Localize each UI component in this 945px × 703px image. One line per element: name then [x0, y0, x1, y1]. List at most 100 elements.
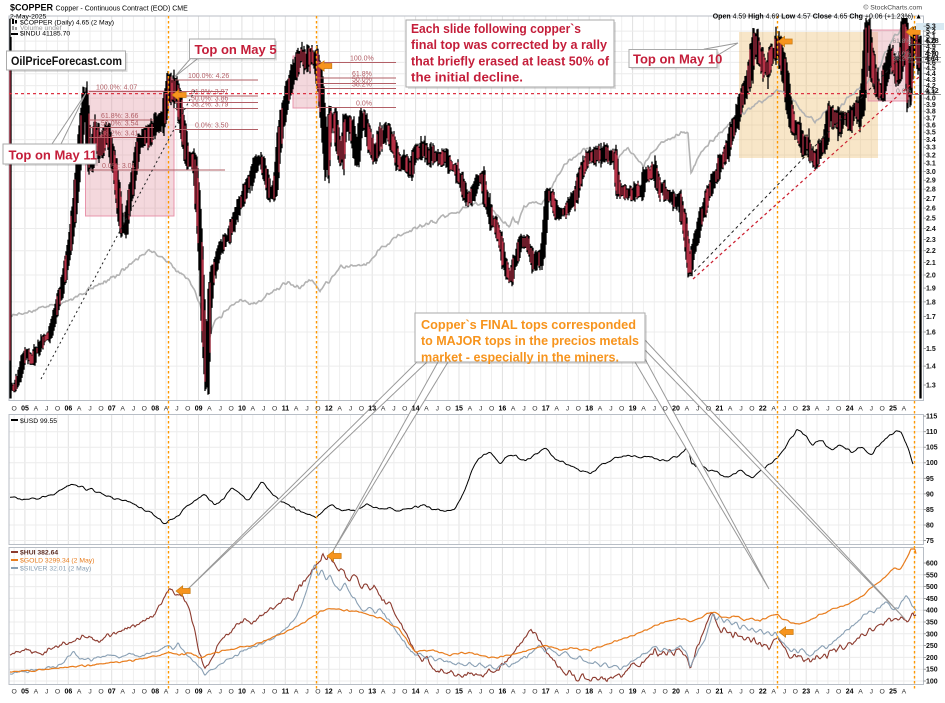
svg-text:J: J — [305, 689, 308, 696]
svg-text:61.8%: 61.8% — [893, 38, 912, 45]
svg-text:5.3: 5.3 — [926, 24, 936, 31]
svg-text:5.1: 5.1 — [926, 34, 936, 41]
svg-text:3.7: 3.7 — [926, 116, 936, 123]
svg-text:J: J — [566, 689, 569, 696]
svg-text:4.3: 4.3 — [926, 77, 936, 84]
svg-text:O: O — [749, 689, 754, 696]
svg-text:400: 400 — [926, 608, 938, 615]
svg-text:O: O — [228, 406, 233, 413]
svg-text:100.0%: 4.26: 100.0%: 4.26 — [188, 73, 229, 80]
svg-text:100: 100 — [926, 679, 938, 686]
svg-text:3.8: 3.8 — [926, 109, 936, 116]
svg-text:05: 05 — [21, 689, 29, 696]
svg-text:A: A — [468, 689, 473, 696]
svg-text:J: J — [479, 406, 482, 413]
svg-text:O: O — [11, 406, 16, 413]
svg-text:O: O — [879, 689, 884, 696]
svg-text:O: O — [272, 406, 277, 413]
svg-text:© StockCharts.com: © StockCharts.com — [863, 4, 922, 12]
svg-text:J: J — [870, 689, 873, 696]
svg-text:O: O — [98, 406, 103, 413]
svg-text:10: 10 — [238, 406, 246, 413]
svg-text:22: 22 — [759, 689, 767, 696]
svg-text:A: A — [337, 689, 342, 696]
svg-text:100.0%: 100.0% — [350, 56, 374, 63]
svg-text:J: J — [45, 406, 48, 413]
svg-text:4.0: 4.0 — [926, 96, 936, 103]
svg-text:3.5: 3.5 — [926, 130, 936, 137]
svg-text:19: 19 — [629, 406, 637, 413]
svg-text:2.8: 2.8 — [926, 187, 936, 194]
svg-text:$USD 99.55: $USD 99.55 — [20, 418, 57, 425]
svg-text:A: A — [641, 406, 646, 413]
svg-text:A: A — [251, 406, 256, 413]
svg-text:80: 80 — [926, 523, 934, 530]
svg-text:61.8%: 3.97: 61.8%: 3.97 — [191, 89, 228, 96]
svg-text:1.3: 1.3 — [926, 383, 936, 390]
svg-text:O: O — [359, 689, 364, 696]
svg-text:4.7: 4.7 — [926, 54, 936, 61]
svg-text:16: 16 — [499, 689, 507, 696]
svg-text:4.28: 4.28 — [925, 38, 939, 45]
svg-text:4.12: 4.12 — [925, 88, 939, 95]
svg-text:A: A — [554, 406, 559, 413]
svg-text:A: A — [207, 406, 212, 413]
svg-text:O: O — [315, 406, 320, 413]
svg-text:14: 14 — [412, 689, 420, 696]
svg-text:24: 24 — [846, 689, 854, 696]
svg-text:1.4: 1.4 — [926, 364, 936, 371]
svg-text:A: A — [598, 689, 603, 696]
svg-text:J: J — [219, 406, 222, 413]
svg-text:J: J — [870, 406, 873, 413]
svg-text:17: 17 — [542, 689, 550, 696]
svg-text:J: J — [132, 406, 135, 413]
svg-text:J: J — [436, 689, 439, 696]
svg-text:21: 21 — [716, 689, 724, 696]
svg-text:A: A — [815, 689, 820, 696]
svg-text:J: J — [609, 689, 612, 696]
svg-text:J: J — [392, 406, 395, 413]
svg-text:J: J — [305, 406, 308, 413]
svg-text:O: O — [879, 406, 884, 413]
svg-text:O: O — [489, 689, 494, 696]
svg-text:J: J — [219, 689, 222, 696]
svg-text:18: 18 — [585, 689, 593, 696]
svg-text:2.5: 2.5 — [926, 216, 936, 223]
svg-text:A: A — [685, 406, 690, 413]
svg-text:200: 200 — [926, 655, 938, 662]
svg-text:O: O — [576, 406, 581, 413]
svg-text:20: 20 — [672, 689, 680, 696]
svg-text:0.0%: 0.0% — [896, 88, 911, 95]
svg-text:O: O — [836, 406, 841, 413]
svg-text:Top on May 11: Top on May 11 — [9, 148, 98, 163]
svg-text:1.9: 1.9 — [926, 286, 936, 293]
svg-text:19: 19 — [629, 689, 637, 696]
svg-text:A: A — [251, 689, 256, 696]
svg-text:J: J — [739, 689, 742, 696]
svg-text:100.0%: 4.07: 100.0%: 4.07 — [96, 85, 137, 92]
svg-text:38.2%: 38.2% — [893, 56, 912, 63]
svg-text:61.8%: 61.8% — [352, 71, 372, 78]
svg-text:O: O — [55, 689, 60, 696]
svg-text:11: 11 — [282, 689, 290, 696]
svg-text:4.64: 4.64 — [925, 56, 939, 63]
svg-text:13: 13 — [368, 689, 376, 696]
svg-text:06: 06 — [65, 689, 73, 696]
svg-text:15: 15 — [455, 406, 463, 413]
svg-text:2.6: 2.6 — [926, 206, 936, 213]
svg-text:2.0: 2.0 — [926, 273, 936, 280]
svg-text:A: A — [815, 406, 820, 413]
svg-text:Copper`s FINAL tops correspond: Copper`s FINAL tops corresponded — [421, 317, 636, 332]
svg-text:250: 250 — [926, 643, 938, 650]
svg-text:105: 105 — [926, 445, 938, 452]
svg-text:O: O — [532, 406, 537, 413]
svg-text:4.4: 4.4 — [926, 71, 936, 78]
svg-text:O: O — [402, 689, 407, 696]
svg-text:A: A — [120, 689, 125, 696]
svg-text:15: 15 — [455, 689, 463, 696]
svg-text:J: J — [479, 689, 482, 696]
svg-text:100: 100 — [926, 460, 938, 467]
svg-text:O: O — [706, 689, 711, 696]
svg-text:J: J — [609, 406, 612, 413]
svg-text:17: 17 — [542, 406, 550, 413]
